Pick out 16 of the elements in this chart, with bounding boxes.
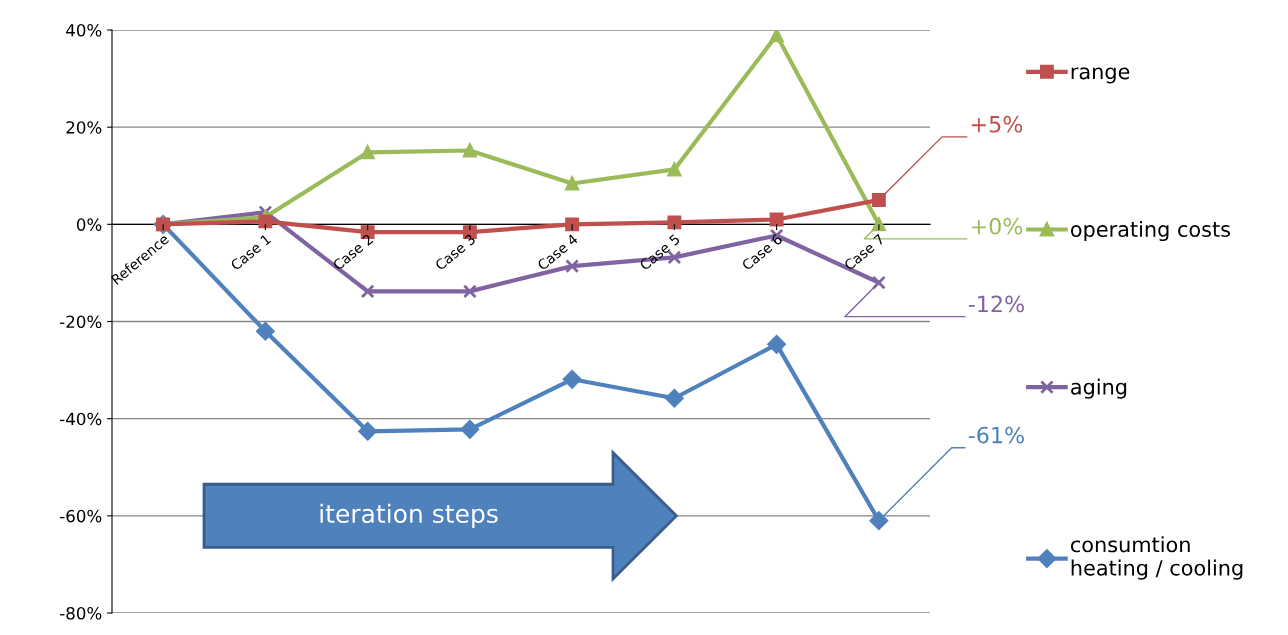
y-tick-label: -60% (60, 509, 102, 523)
y-tick-label: -20% (60, 315, 102, 329)
y-tick-label: -80% (60, 606, 102, 620)
legend-label: range (1071, 67, 1130, 84)
annotation: -12% (968, 295, 1024, 313)
y-tick-label: -40% (60, 412, 102, 426)
legend-label: consumtion heating / cooling (1070, 536, 1243, 580)
y-tick-label: 0% (76, 218, 102, 231)
legend-label: aging (1071, 378, 1127, 399)
y-tick-label: 20% (66, 121, 102, 134)
annotation: +5% (971, 115, 1023, 133)
annotation: iteration steps (320, 503, 498, 528)
y-tick-label: 40% (66, 23, 102, 37)
annotation: -61% (968, 426, 1024, 444)
legend-label: operating costs (1070, 220, 1231, 242)
annotation: +0% (971, 217, 1023, 235)
